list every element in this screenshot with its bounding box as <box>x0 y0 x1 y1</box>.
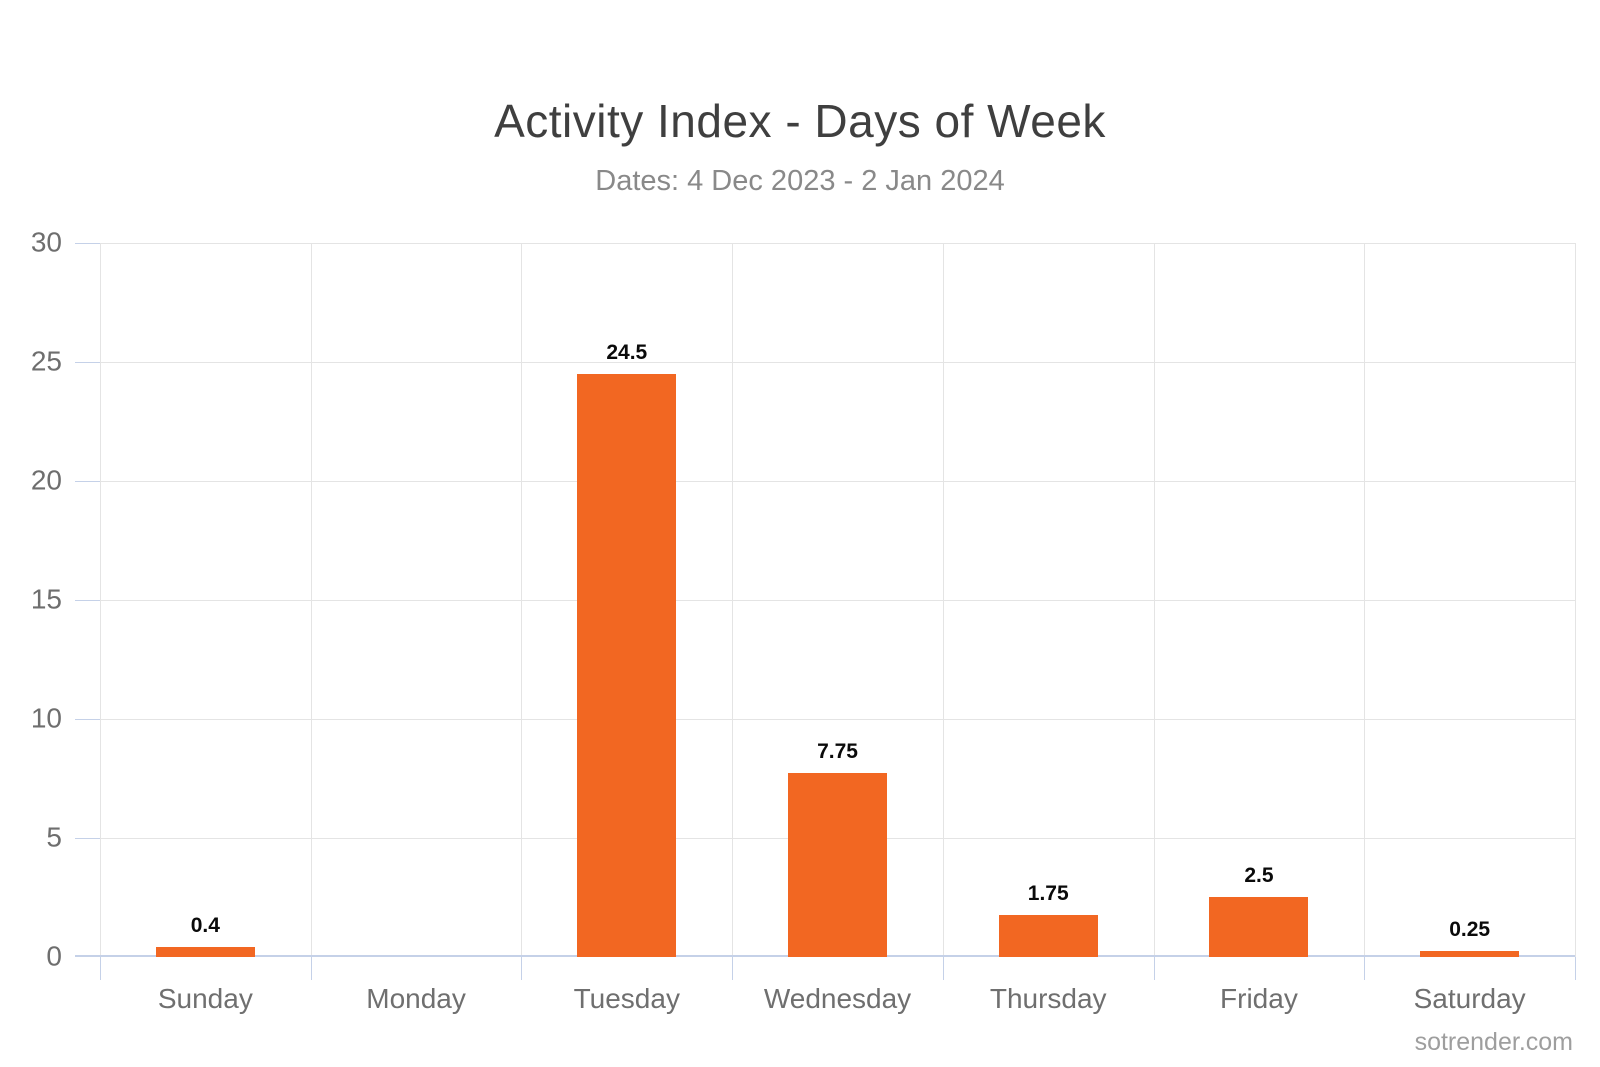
x-axis-tick <box>521 957 522 980</box>
bar-value-label: 1.75 <box>1027 882 1069 905</box>
y-axis-tick <box>75 243 100 244</box>
bar-value-label: 7.75 <box>817 740 858 763</box>
y-axis-tick <box>75 719 100 720</box>
bar-value-label: 0.4 <box>190 914 220 937</box>
x-axis-tick <box>1364 957 1365 980</box>
bar <box>1209 897 1308 957</box>
y-tick-label: 0 <box>46 940 62 972</box>
x-axis-tick <box>1575 957 1576 980</box>
x-tick-label: Saturday <box>1413 983 1526 1014</box>
h-gridline <box>100 362 1575 363</box>
x-tick-label: Thursday <box>989 983 1107 1014</box>
x-axis-tick <box>311 957 312 980</box>
x-tick-label: Monday <box>366 983 466 1014</box>
bar-value-label: 0.25 <box>1449 918 1491 941</box>
bar <box>999 915 1098 957</box>
bar-value-label: 24.5 <box>606 341 648 364</box>
x-tick-label: Tuesday <box>573 983 680 1014</box>
x-tick-label: Sunday <box>157 983 253 1014</box>
y-axis-tick <box>75 481 100 482</box>
bar <box>788 773 887 957</box>
y-tick-label: 20 <box>30 464 62 496</box>
y-axis-tick <box>75 838 100 839</box>
h-gridline <box>100 600 1575 601</box>
x-tick-label: Friday <box>1220 983 1298 1014</box>
bar <box>156 947 255 957</box>
h-gridline <box>100 481 1575 482</box>
x-tick-label: Wednesday <box>763 983 912 1014</box>
chart-subtitle: Dates: 4 Dec 2023 - 2 Jan 2024 <box>595 164 1005 197</box>
h-gridline <box>100 719 1575 720</box>
bar <box>577 374 676 957</box>
y-tick-label: 30 <box>30 226 62 258</box>
chart-title: Activity Index - Days of Week <box>494 95 1106 147</box>
chart-header: Activity Index - Days of Week Dates: 4 D… <box>0 96 1600 198</box>
v-gridline <box>1575 243 1576 957</box>
footer-credit: sotrender.com <box>1414 1028 1573 1056</box>
y-tick-label: 25 <box>30 345 62 377</box>
x-axis-tick <box>1154 957 1155 980</box>
plot-area: 0 5 10 15 20 25 30 0.4 Sunday Monday 24.5 Tuesday 7.… <box>31 226 1576 1014</box>
x-axis-tick <box>732 957 733 980</box>
bar <box>1420 951 1519 957</box>
y-tick-label: 10 <box>30 702 62 734</box>
y-axis-tick <box>75 600 100 601</box>
y-axis-tick <box>75 955 100 957</box>
y-axis-tick <box>75 362 100 363</box>
bar-value-label: 2.5 <box>1244 864 1274 887</box>
x-axis-tick <box>943 957 944 980</box>
y-tick-label: 15 <box>30 583 62 615</box>
x-axis-tick <box>100 957 101 980</box>
y-tick-label: 5 <box>46 821 62 853</box>
h-gridline <box>100 243 1575 244</box>
